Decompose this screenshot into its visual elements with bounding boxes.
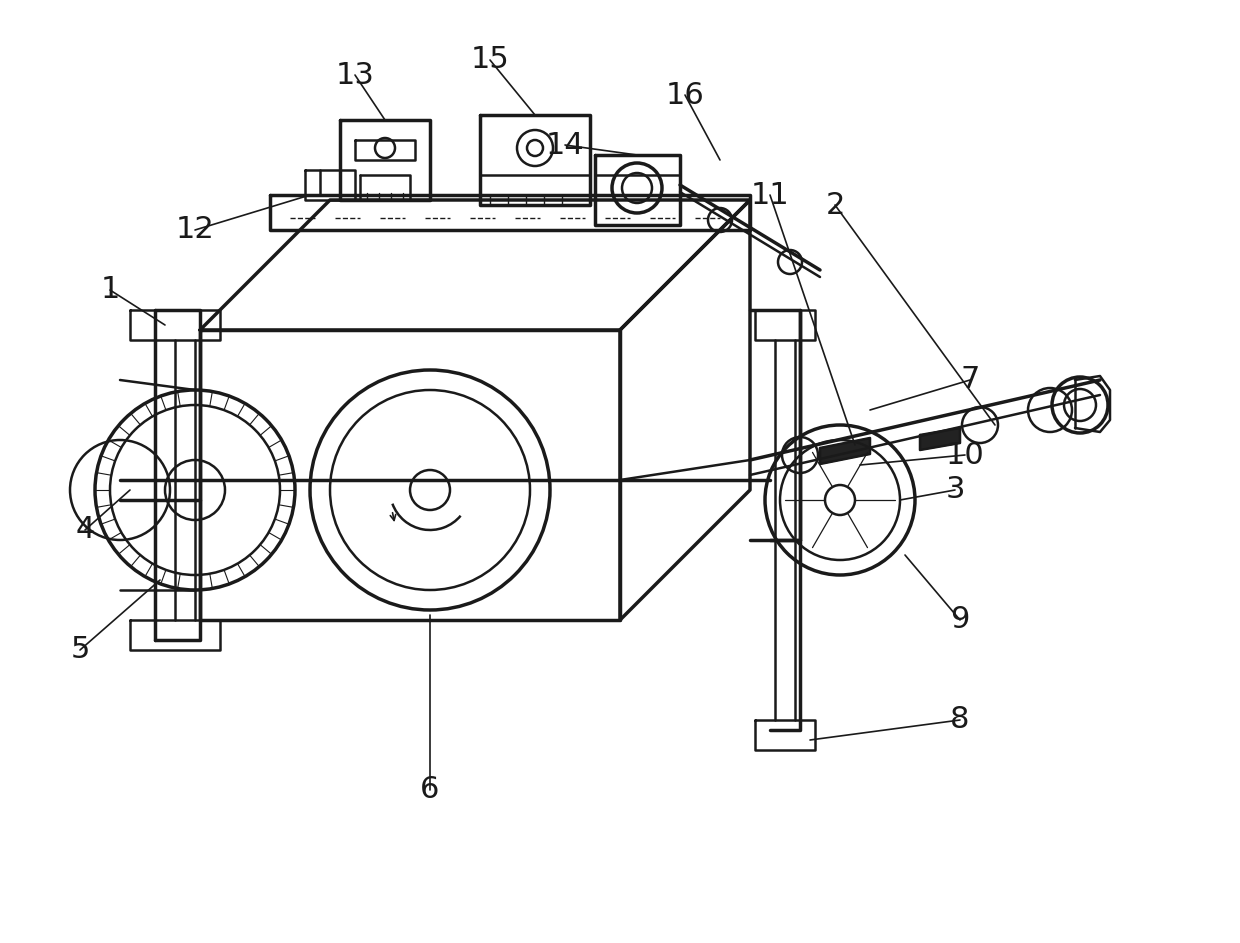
Text: 4: 4 — [76, 516, 94, 544]
Text: 16: 16 — [666, 80, 704, 109]
Text: 2: 2 — [826, 190, 844, 220]
Text: 13: 13 — [336, 60, 374, 90]
Text: 8: 8 — [950, 705, 970, 735]
Text: 11: 11 — [750, 180, 790, 209]
Text: 10: 10 — [946, 440, 985, 470]
Text: 15: 15 — [471, 45, 510, 74]
Text: 5: 5 — [71, 636, 89, 665]
Polygon shape — [920, 428, 960, 450]
Text: 12: 12 — [176, 216, 215, 244]
Text: 7: 7 — [960, 366, 980, 394]
Text: 3: 3 — [945, 475, 965, 505]
Text: 1: 1 — [100, 275, 120, 305]
Polygon shape — [820, 438, 870, 464]
Text: 14: 14 — [546, 130, 584, 159]
Text: 6: 6 — [420, 775, 440, 804]
Text: 9: 9 — [950, 605, 970, 635]
